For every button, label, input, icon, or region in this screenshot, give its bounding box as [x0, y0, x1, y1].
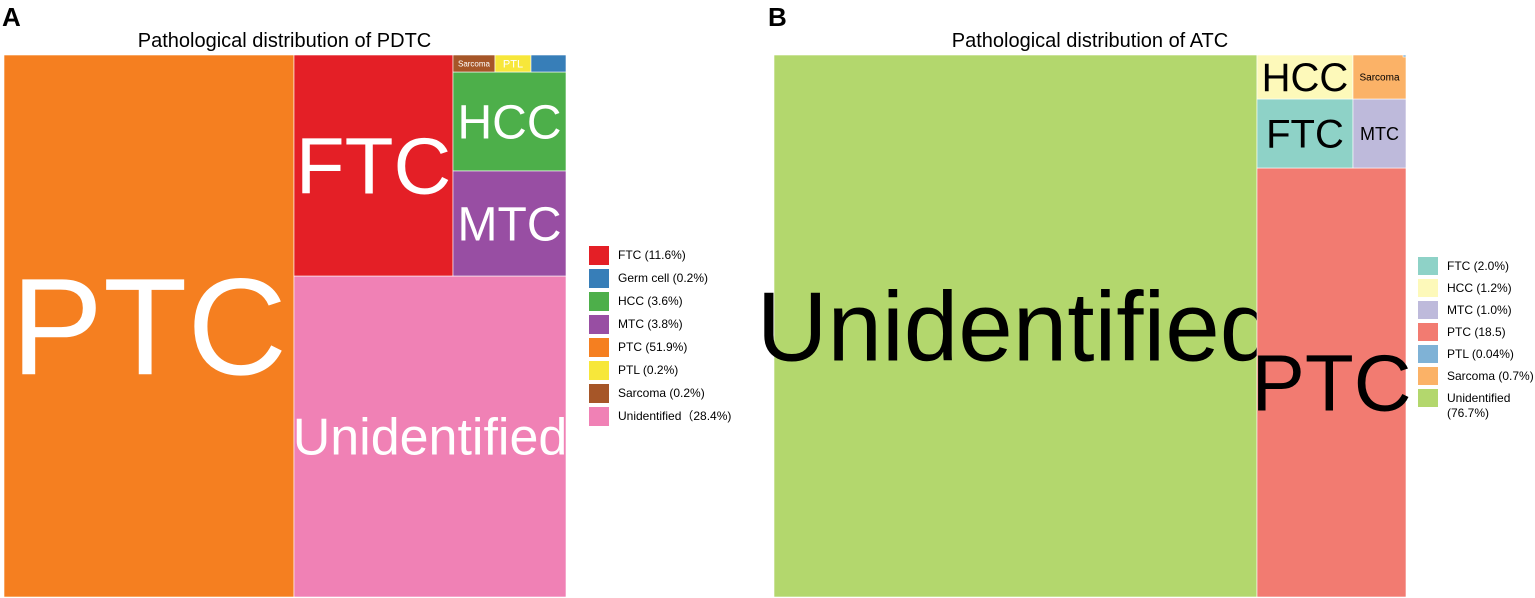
- legend-item: Germ cell (0.2%): [589, 269, 731, 288]
- tile-ptl: PTL: [494, 54, 532, 73]
- legend-label: PTC (18.5): [1447, 325, 1506, 339]
- legend-swatch: [589, 315, 609, 334]
- tile-rect-ptc: [3, 54, 295, 598]
- tile-ptc: PTC: [3, 54, 295, 598]
- legend-item: PTL (0.04%): [1418, 345, 1535, 363]
- legend-swatch: [589, 246, 609, 265]
- legend-label: HCC (3.6%): [618, 294, 683, 308]
- tile-label-ptl: PTL: [503, 58, 523, 70]
- tile-label-ftc: FTC: [1266, 113, 1344, 157]
- tile-ptl: [1402, 54, 1407, 58]
- legend-label: Unidentified (76.7%): [1447, 391, 1511, 420]
- tile-rect-sarcoma: [1352, 54, 1407, 100]
- legend-label: FTC (2.0%): [1447, 259, 1510, 273]
- legend-item: PTC (18.5): [1418, 323, 1535, 341]
- tile-mtc: MTC: [452, 170, 567, 277]
- legend-swatch: [1418, 279, 1438, 297]
- legend-label: Unidentified（28.4%): [618, 409, 732, 423]
- tile-label-ftc: FTC: [296, 122, 452, 211]
- tile-label-unidentified: Unidentified: [757, 271, 1275, 381]
- tile-rect-ftc: [1256, 98, 1354, 169]
- tile-rect-unidentified: [293, 275, 567, 598]
- legend-swatch: [1418, 257, 1438, 275]
- legend-swatch: [589, 338, 609, 357]
- legend-swatch: [1418, 367, 1438, 385]
- tile-hcc: HCC: [1256, 54, 1354, 100]
- tile-sarcoma: Sarcoma: [452, 54, 496, 73]
- tile-rect-hcc: [1256, 54, 1354, 100]
- legend-swatch: [1418, 389, 1438, 407]
- tile-label-hcc: HCC: [458, 96, 562, 149]
- legend-item: HCC (3.6%): [589, 292, 731, 311]
- legend-label: Sarcoma (0.2%): [618, 386, 705, 400]
- legend-swatch: [589, 269, 609, 288]
- tile-label-ptc: PTC: [11, 250, 287, 404]
- tile-rect-ftc: [293, 54, 454, 277]
- legend-label: Germ cell (0.2%): [618, 271, 709, 285]
- legend-item: Sarcoma (0.7%): [1418, 367, 1535, 385]
- legend-swatch: [1418, 323, 1438, 341]
- tile-rect-unidentified: [773, 54, 1258, 598]
- legend-label: FTC (11.6%): [618, 248, 686, 262]
- legend-swatch: [589, 292, 609, 311]
- tile-ftc: FTC: [1256, 98, 1354, 169]
- tile-rect-mtc: [452, 170, 567, 277]
- tile-label-sarcoma: Sarcoma: [458, 59, 491, 68]
- legend-item: HCC (1.2%): [1418, 279, 1535, 297]
- legend-item: Unidentified (76.7%): [1418, 389, 1535, 421]
- tile-label-mtc: MTC: [458, 198, 562, 251]
- legend-item: PTC (51.9%): [589, 338, 731, 357]
- legend-item: PTL (0.2%): [589, 361, 731, 380]
- tile-sarcoma: Sarcoma: [1352, 54, 1407, 100]
- tile-unidentified: Unidentified: [293, 275, 568, 598]
- chart-title-atc: Pathological distribution of ATC: [951, 30, 1229, 52]
- tile-label-sarcoma: Sarcoma: [1359, 73, 1399, 84]
- legend-item: MTC (3.8%): [589, 315, 731, 334]
- panel-letter-a: A: [2, 2, 21, 32]
- legend-label: PTC (51.9%): [618, 340, 688, 354]
- legend-swatch: [589, 407, 609, 426]
- panel-letter-b: B: [768, 2, 787, 32]
- tile-rect-ptc: [1256, 167, 1407, 598]
- legend-item: Sarcoma (0.2%): [589, 384, 731, 403]
- legend-label: MTC (3.8%): [618, 317, 683, 331]
- legend-item: Unidentified（28.4%): [589, 407, 731, 426]
- legend-swatch: [589, 384, 609, 403]
- tile-rect-ptl: [1402, 54, 1407, 58]
- tile-germ-cell: [530, 54, 567, 73]
- legend-swatch: [1418, 301, 1438, 319]
- legend-label: Sarcoma (0.7%): [1447, 369, 1534, 383]
- tile-rect-germ-cell: [530, 54, 567, 73]
- tile-ftc: FTC: [293, 54, 454, 277]
- tile-label-unidentified: Unidentified: [293, 409, 568, 467]
- legend-label: MTC (1.0%): [1447, 303, 1512, 317]
- tile-rect-mtc: [1352, 98, 1407, 169]
- tile-label-ptc: PTC: [1252, 339, 1412, 428]
- legend-atc: FTC (2.0%) HCC (1.2%) MTC (1.0%) PTC (18.5)…: [1418, 257, 1535, 425]
- tile-mtc: MTC: [1352, 98, 1407, 169]
- legend-item: FTC (11.6%): [589, 246, 731, 265]
- tile-rect-hcc: [452, 71, 567, 172]
- legend-pdtc: FTC (11.6%) Germ cell (0.2%) HCC (3.6%) MTC…: [589, 246, 731, 430]
- tile-label-hcc: HCC: [1262, 56, 1349, 100]
- tile-hcc: HCC: [452, 71, 567, 172]
- legend-label: PTL (0.2%): [618, 363, 679, 377]
- legend-item: FTC (2.0%): [1418, 257, 1535, 275]
- legend-item: MTC (1.0%): [1418, 301, 1535, 319]
- legend-label: HCC (1.2%): [1447, 281, 1512, 295]
- tile-unidentified: Unidentified: [757, 54, 1275, 598]
- legend-swatch: [589, 361, 609, 380]
- tile-label-mtc: MTC: [1360, 124, 1399, 144]
- chart-title-pdtc: Pathological distribution of PDTC: [137, 30, 432, 52]
- tile-ptc: PTC: [1252, 167, 1412, 598]
- legend-swatch: [1418, 345, 1438, 363]
- legend-label: PTL (0.04%): [1447, 347, 1514, 361]
